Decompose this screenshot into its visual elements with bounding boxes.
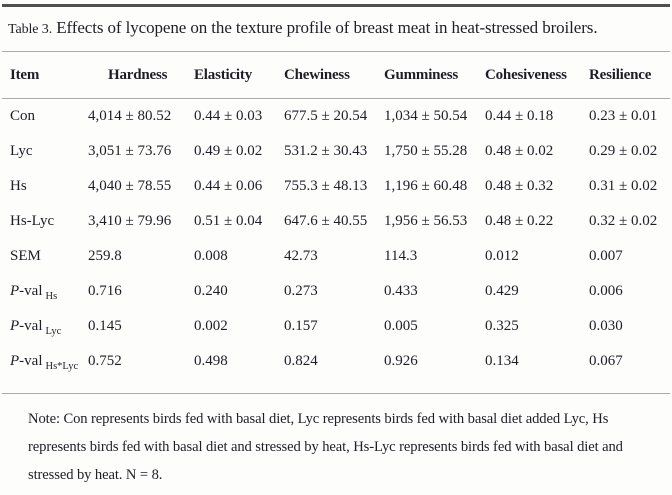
value-cell: 3,410 ± 79.96	[88, 213, 172, 229]
caption-divider	[2, 51, 670, 52]
value-cell: 0.29 ± 0.02	[589, 143, 658, 159]
value-cell: 0.273	[284, 283, 318, 299]
value-cell: 0.926	[384, 353, 418, 369]
value-cell: 0.157	[284, 318, 318, 334]
table-row: Con 4,014 ± 80.52 0.44 ± 0.03 677.5 ± 20…	[0, 99, 672, 134]
value-cell: 0.51 ± 0.04	[194, 213, 263, 229]
table-row: P-val Hs*Lyc 0.752 0.498 0.824 0.926 0.13…	[0, 344, 672, 393]
top-rule	[2, 4, 670, 7]
row-item: Hs	[10, 178, 27, 194]
table-caption: Table 3. Effects of lycopene on the text…	[0, 7, 672, 51]
value-cell: 0.498	[194, 353, 228, 369]
value-cell: 0.31 ± 0.02	[589, 178, 658, 194]
table-row: Lyc 3,051 ± 73.76 0.49 ± 0.02 531.2 ± 30…	[0, 134, 672, 169]
value-cell: 1,956 ± 56.53	[384, 213, 468, 229]
value-cell: 0.325	[485, 318, 519, 334]
value-cell: 4,040 ± 78.55	[88, 178, 172, 194]
value-cell: 1,750 ± 55.28	[384, 143, 468, 159]
column-header-cohesiveness: Cohesiveness	[485, 66, 567, 83]
value-cell: 114.3	[384, 248, 418, 264]
value-cell: 0.44 ± 0.03	[194, 108, 263, 124]
value-cell: 0.49 ± 0.02	[194, 143, 263, 159]
value-cell: 0.48 ± 0.32	[485, 178, 554, 194]
value-cell: 3,051 ± 73.76	[88, 143, 172, 159]
table-row: Hs-Lyc 3,410 ± 79.96 0.51 ± 0.04 647.6 ±…	[0, 204, 672, 239]
table-number-label: Table 3.	[8, 22, 53, 37]
value-cell: 1,196 ± 60.48	[384, 178, 468, 194]
value-cell: 0.006	[589, 283, 623, 299]
value-cell: 0.752	[88, 353, 122, 369]
header-divider	[2, 98, 670, 99]
value-cell: 647.6 ± 40.55	[284, 213, 368, 229]
table-header: Item Hardness Elasticity Chewiness Gummi…	[0, 52, 672, 98]
body-divider	[2, 393, 670, 394]
value-cell: 0.030	[589, 318, 623, 334]
column-header-gumminess: Gumminess	[384, 66, 459, 83]
value-cell: 4,014 ± 80.52	[88, 108, 172, 124]
row-item: Hs-Lyc	[10, 213, 55, 229]
table-row: P-val Hs 0.716 0.240 0.273 0.433 0.429 0.…	[0, 274, 672, 309]
value-cell: 259.8	[88, 248, 122, 264]
table-row: SEM 259.8 0.008 42.73 114.3 0.012 0.007	[0, 239, 672, 274]
column-header-resilience: Resilience	[589, 66, 652, 83]
value-cell: 0.824	[284, 353, 318, 369]
row-item: P-val Hs*Lyc	[10, 353, 79, 372]
value-cell: 0.433	[384, 283, 418, 299]
value-cell: 0.716	[88, 283, 122, 299]
texture-profile-table-body: Con 4,014 ± 80.52 0.44 ± 0.03 677.5 ± 20…	[0, 99, 672, 393]
table-row: P-val Lyc 0.145 0.002 0.157 0.005 0.325 0…	[0, 309, 672, 344]
value-cell: 0.429	[485, 283, 519, 299]
row-item: P-val Lyc	[10, 318, 62, 337]
row-item: Con	[10, 108, 36, 124]
table-body: Con 4,014 ± 80.52 0.44 ± 0.03 677.5 ± 20…	[0, 99, 672, 393]
value-cell: 0.005	[384, 318, 418, 334]
value-cell: 42.73	[284, 248, 318, 264]
value-cell: 1,034 ± 50.54	[384, 108, 468, 124]
value-cell: 677.5 ± 20.54	[284, 108, 368, 124]
value-cell: 0.007	[589, 248, 623, 264]
table-title-text: Effects of lycopene on the texture profi…	[56, 18, 598, 37]
table-row: Hs 4,040 ± 78.55 0.44 ± 0.06 755.3 ± 48.…	[0, 169, 672, 204]
value-cell: 0.23 ± 0.01	[589, 108, 658, 124]
table-footnote: Note: Con represents birds fed with basa…	[28, 411, 623, 483]
value-cell: 0.145	[88, 318, 122, 334]
column-header-hardness: Hardness	[108, 66, 168, 83]
header-row: Item Hardness Elasticity Chewiness Gummi…	[0, 52, 672, 98]
value-cell: 0.32 ± 0.02	[589, 213, 658, 229]
value-cell: 0.44 ± 0.18	[485, 108, 554, 124]
value-cell: 0.48 ± 0.22	[485, 213, 554, 229]
value-cell: 0.44 ± 0.06	[194, 178, 263, 194]
value-cell: 755.3 ± 48.13	[284, 178, 368, 194]
value-cell: 0.002	[194, 318, 228, 334]
value-cell: 0.240	[194, 283, 228, 299]
column-header-elasticity: Elasticity	[194, 66, 252, 83]
column-header-item: Item	[10, 66, 40, 83]
texture-profile-table: Item Hardness Elasticity Chewiness Gummi…	[0, 52, 672, 98]
value-cell: 0.067	[589, 353, 623, 369]
column-header-chewiness: Chewiness	[284, 66, 350, 83]
value-cell: 531.2 ± 30.43	[284, 143, 368, 159]
row-item: SEM	[10, 248, 41, 264]
row-item: Lyc	[10, 143, 33, 159]
row-item: P-val Hs	[10, 283, 58, 302]
value-cell: 0.48 ± 0.02	[485, 143, 554, 159]
value-cell: 0.008	[194, 248, 228, 264]
value-cell: 0.012	[485, 248, 519, 264]
value-cell: 0.134	[485, 353, 519, 369]
